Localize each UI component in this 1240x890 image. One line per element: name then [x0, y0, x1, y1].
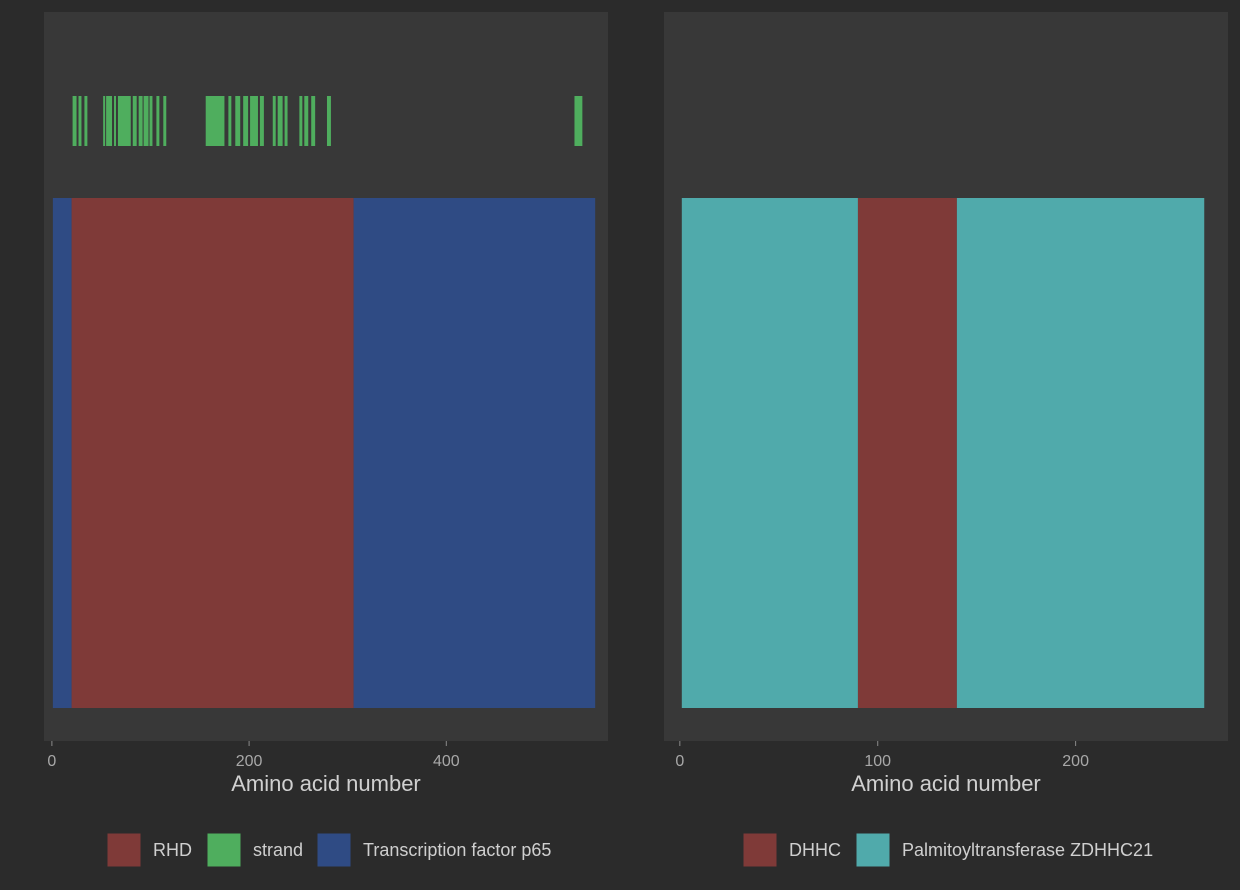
- strand-mark: [114, 96, 116, 146]
- strand-mark: [326, 96, 331, 146]
- x-axis-title-p65: Amino acid number: [231, 771, 421, 796]
- strand-mark: [250, 96, 258, 146]
- x-axis-ticks-p65: 0 200 400: [47, 741, 460, 770]
- strand-mark: [138, 96, 143, 146]
- domain-bar-palmitoyltransferase-zdhhc21: [956, 198, 1205, 708]
- strand-mark: [574, 96, 583, 146]
- legend-label-p65: Transcription factor p65: [363, 840, 551, 860]
- strand-mark: [205, 96, 225, 146]
- strand-mark: [277, 96, 283, 146]
- domain-bar-dhhc: [857, 198, 957, 708]
- x-axis-ticks-zdhhc21: 0 100 200: [675, 741, 1089, 770]
- domain-bar-palmitoyltransferase-zdhhc21: [681, 198, 858, 708]
- strand-mark: [304, 96, 309, 146]
- legend-label-strand: strand: [253, 840, 303, 860]
- x-tick-label: 200: [1062, 753, 1089, 770]
- legend-label-zdhhc21: Palmitoyltransferase ZDHHC21: [902, 840, 1153, 860]
- strand-mark: [106, 96, 113, 146]
- strand-mark: [272, 96, 276, 146]
- strand-mark: [143, 96, 149, 146]
- strand-mark: [84, 96, 88, 146]
- x-tick-label: 100: [864, 753, 891, 770]
- domain-bar-transcription-factor-p65: [52, 198, 72, 708]
- panel-p65: [44, 12, 608, 741]
- strand-mark: [103, 96, 106, 146]
- strand-mark: [311, 96, 316, 146]
- strand-mark: [156, 96, 160, 146]
- x-axis-title-zdhhc21: Amino acid number: [851, 771, 1041, 796]
- legend-p65: RHD strand Transcription factor p65: [106, 832, 551, 868]
- strand-mark: [228, 96, 232, 146]
- x-tick-label: 400: [433, 753, 460, 770]
- legend-swatch-strand: [206, 832, 242, 868]
- legend-label-dhhc: DHHC: [789, 840, 841, 860]
- strand-mark: [259, 96, 264, 146]
- legend-zdhhc21: DHHC Palmitoyltransferase ZDHHC21: [742, 832, 1153, 868]
- x-tick-label: 0: [47, 753, 56, 770]
- domain-bar-rhd: [71, 198, 354, 708]
- strand-mark: [78, 96, 82, 146]
- strand-mark: [284, 96, 288, 146]
- legend-swatch-dhhc: [742, 832, 778, 868]
- legend-swatch-p65: [316, 832, 352, 868]
- strand-mark: [235, 96, 241, 146]
- strand-mark: [299, 96, 303, 146]
- strand-mark: [243, 96, 249, 146]
- strand-mark: [163, 96, 167, 146]
- legend-label-rhd: RHD: [153, 840, 192, 860]
- strand-mark: [72, 96, 77, 146]
- strand-mark: [117, 96, 131, 146]
- strand-mark: [149, 96, 153, 146]
- domain-bar-transcription-factor-p65: [353, 198, 596, 708]
- x-tick-label: 200: [236, 753, 263, 770]
- legend-swatch-rhd: [106, 832, 142, 868]
- panel-zdhhc21: [664, 12, 1228, 741]
- strand-mark: [132, 96, 137, 146]
- x-tick-label: 0: [675, 753, 684, 770]
- legend-swatch-zdhhc21: [855, 832, 891, 868]
